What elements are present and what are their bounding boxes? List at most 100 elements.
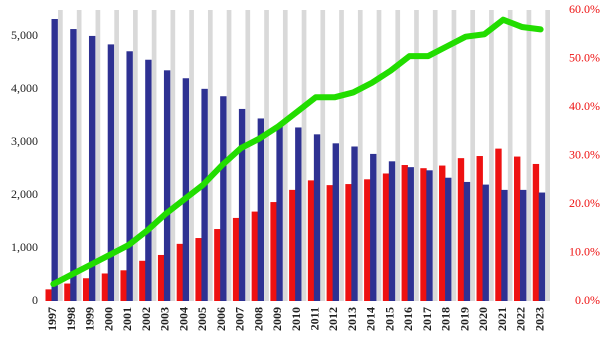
x-tick-label: 2006 [214,307,228,331]
bar [407,167,414,301]
band-stripe [339,10,344,301]
x-tick-label: 2012 [326,307,340,331]
band-stripe [526,10,532,301]
bar [307,180,315,301]
band-stripe [357,10,363,301]
bar [538,192,546,301]
bar [463,181,471,301]
band-stripe [264,10,269,301]
x-tick-label: 2008 [251,307,265,331]
bar [257,118,265,301]
bar [139,260,146,301]
bar [420,168,427,301]
x-tick-label: 2000 [101,307,115,331]
bar [45,289,52,301]
band-stripe [489,10,494,301]
x-tick-label: 2018 [439,307,453,331]
band-stripe [151,10,157,301]
bar [364,179,371,301]
x-tick-label: 2004 [176,307,190,331]
bar [295,127,302,301]
bar [326,185,333,301]
y2-tick-label: 50.0% [569,50,600,64]
bar [176,243,184,301]
x-tick-label: 1999 [83,307,97,331]
bar [163,70,171,301]
x-tick-label: 2021 [495,307,509,331]
x-tick-label: 2019 [457,307,471,331]
bar [64,283,71,301]
y2-tick-label: 20.0% [569,196,600,210]
x-tick-label: 2009 [270,307,284,331]
bar [270,202,277,301]
bar [201,88,208,301]
x-tick-label: 2011 [307,307,321,330]
x-tick-label: 2015 [382,307,396,331]
bar [426,170,433,301]
x-tick-label: 2005 [195,307,209,331]
y2-tick-label: 30.0% [569,147,600,161]
bar [82,278,90,301]
band-stripe [189,10,194,301]
band-stripe [133,10,138,301]
bar [157,254,165,301]
bar [514,156,521,301]
y2-tick-label: 0.0% [575,293,600,307]
bar [445,177,452,301]
band-stripe [301,10,307,301]
y2-tick-label: 10.0% [569,244,600,258]
band-stripe [320,10,326,301]
bar [238,108,246,301]
y-tick-label: 2,000 [11,187,38,201]
x-tick-label: 1998 [64,307,78,331]
bar [120,270,127,301]
bar [107,44,115,302]
band-stripe [376,10,382,301]
bar [382,173,390,301]
band-stripe [470,10,476,301]
bar [439,165,446,301]
band-stripe [395,10,401,301]
bar [520,189,527,301]
bar [70,29,77,302]
y-tick-label: 0 [32,293,38,307]
bar [51,18,58,302]
band-stripe [507,10,513,301]
band-stripe [95,10,101,301]
band-stripe [545,10,550,301]
bar [182,78,190,302]
x-tick-label: 2017 [420,307,434,331]
x-tick-label: 2020 [476,307,490,331]
bar [501,189,508,301]
y-tick-label: 4,000 [11,81,38,95]
bar [345,184,352,301]
band-stripe [114,10,119,301]
bar [401,165,408,301]
x-tick-label: 2016 [401,307,415,331]
x-tick-label: 2014 [364,307,378,331]
bar [495,148,502,301]
bar [195,238,202,301]
x-tick-label: 2003 [158,307,172,331]
bar [126,51,133,302]
x-tick-label: 2001 [120,307,134,331]
bar [332,143,339,301]
x-tick-label: 1997 [45,307,59,331]
y2-tick-label: 40.0% [569,99,600,113]
x-tick-label: 2002 [139,307,153,331]
band-stripe [245,10,251,301]
band-stripe [76,10,82,301]
bar [251,211,259,301]
y-tick-label: 1,000 [11,240,38,254]
bar [145,59,152,302]
bar [220,96,227,301]
bar [482,184,489,301]
bar [88,35,96,302]
bar [351,146,358,301]
bar [289,189,296,301]
band-stripe [282,10,288,301]
bar [476,156,483,301]
y-tick-label: 5,000 [11,28,38,42]
